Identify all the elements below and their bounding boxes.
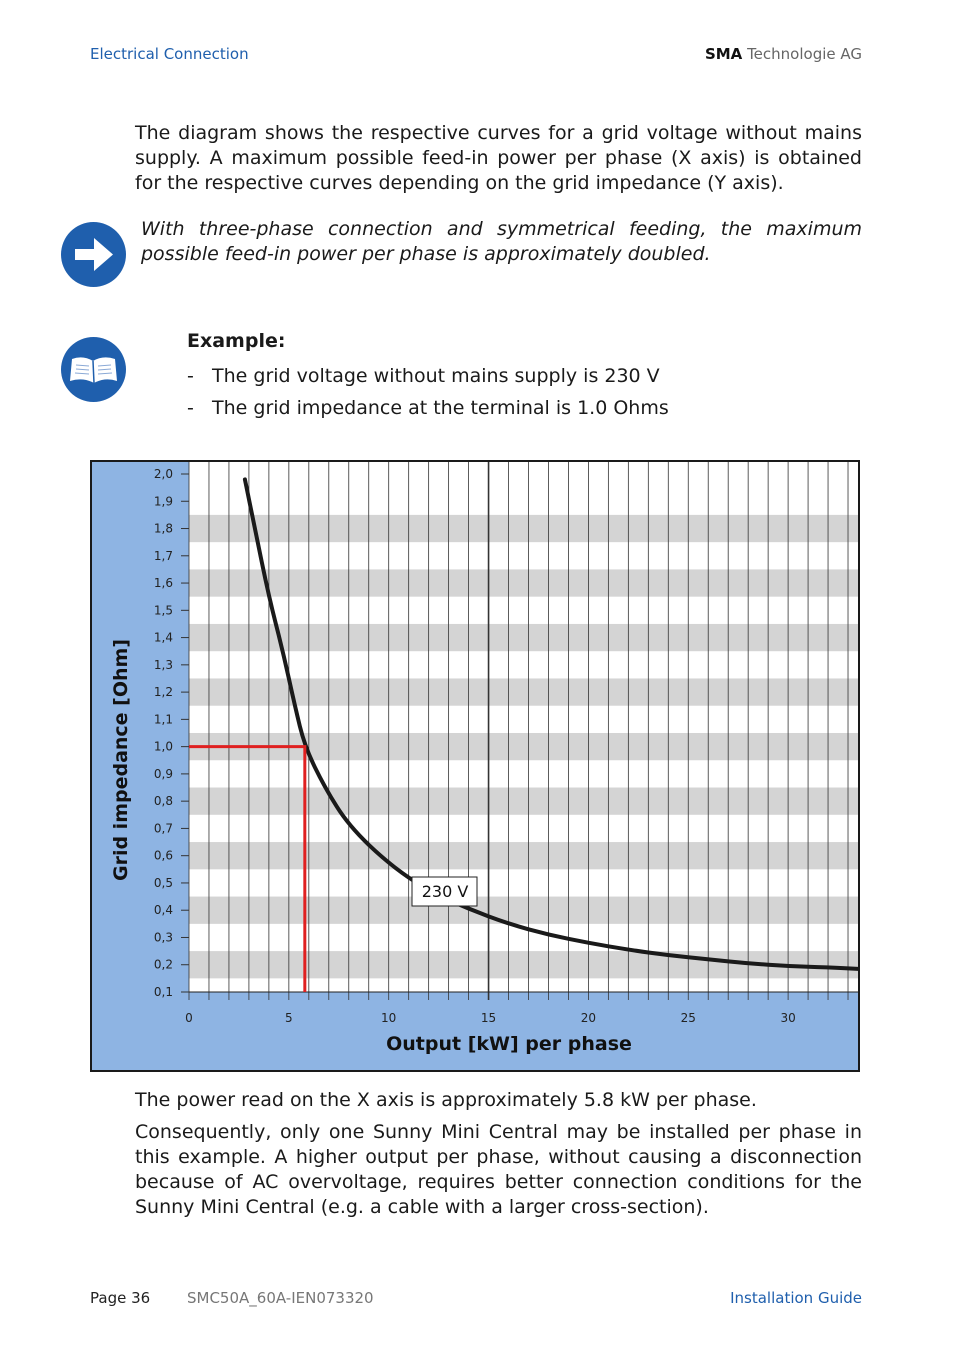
y-tick-label: 0,2: [154, 958, 173, 972]
grid-stripe: [189, 514, 858, 543]
page-number: Page 36: [90, 1289, 151, 1307]
impedance-chart: 2,0 1,9 1,8 1,7 1,6 1,5 1,4 1,3 1,2 1,1 1,0 0,9 0,8 0…: [90, 460, 860, 1072]
y-tick-label: 1,5: [154, 603, 173, 617]
grid-stripe: [189, 896, 858, 924]
y-tick-label: 0,3: [154, 930, 173, 944]
header-brand: SMA: [704, 45, 743, 63]
x-tick-label: 25: [681, 1011, 696, 1025]
note-paragraph: With three-phase connection and symmetri…: [141, 218, 862, 265]
list-item: - The grid impedance at the terminal is 1…: [187, 397, 669, 419]
y-tick-label: 0,1: [154, 985, 173, 999]
header-section-title: Electrical Connection: [90, 45, 249, 63]
book-icon: [61, 337, 126, 402]
y-tick-label: 2,0: [154, 467, 173, 481]
x-axis-label: Output [kW] per phase: [386, 1033, 632, 1055]
y-tick-label: 0,6: [154, 849, 173, 863]
y-tick-label: 1,7: [154, 549, 173, 563]
example-list: - The grid voltage without mains supply i…: [187, 363, 669, 427]
y-tick-label: 0,7: [154, 821, 173, 835]
y-tick-label: 1,9: [154, 494, 173, 508]
y-tick-label: 1,3: [154, 658, 173, 672]
y-tick-label: 0,5: [154, 876, 173, 890]
example-title: Example:: [187, 330, 286, 352]
y-tick-label: 1,1: [154, 712, 173, 726]
grid-stripe: [189, 623, 858, 652]
list-item: - The grid voltage without mains supply i…: [187, 365, 660, 387]
result-paragraph: The power read on the X axis is approxim…: [135, 1089, 757, 1111]
y-tick-label: 1,4: [154, 631, 173, 645]
y-tick-label: 1,6: [154, 576, 173, 590]
y-tick-label: 0,8: [154, 794, 173, 808]
guide-title: Installation Guide: [730, 1289, 862, 1307]
document-id: SMC50A_60A-IEN073320: [187, 1289, 374, 1307]
y-tick-label: 1,0: [154, 740, 173, 754]
readout-line: [189, 745, 307, 992]
x-tick-label: 30: [780, 1011, 795, 1025]
grid-stripe: [189, 842, 858, 870]
y-tick-label: 1,2: [154, 685, 173, 699]
x-tick-label: 0: [185, 1011, 193, 1025]
series-label-box: [411, 876, 478, 907]
header-company-name: Technologie AG: [747, 45, 862, 63]
x-tick-label: 10: [381, 1011, 396, 1025]
header-company: SMA Technologie AG: [705, 45, 862, 63]
x-tick-label: 5: [285, 1011, 293, 1025]
series-label: 230 V: [422, 882, 469, 901]
arrow-right-icon: [61, 222, 126, 287]
x-tick-label: 15: [481, 1011, 496, 1025]
grid-stripe: [189, 787, 858, 815]
y-tick-label: 0,4: [154, 903, 173, 917]
x-tick-label: 20: [581, 1011, 596, 1025]
conclusion-paragraph: Consequently, only one Sunny Mini Centra…: [135, 1121, 862, 1218]
grid-stripe: [189, 678, 858, 706]
y-axis-label: Grid impedance [Ohm]: [110, 639, 132, 881]
y-tick-label: 0,9: [154, 767, 173, 781]
y-tick-label: 1,8: [154, 522, 173, 536]
grid-stripe: [189, 569, 858, 597]
intro-paragraph: The diagram shows the respective curves …: [135, 122, 862, 194]
